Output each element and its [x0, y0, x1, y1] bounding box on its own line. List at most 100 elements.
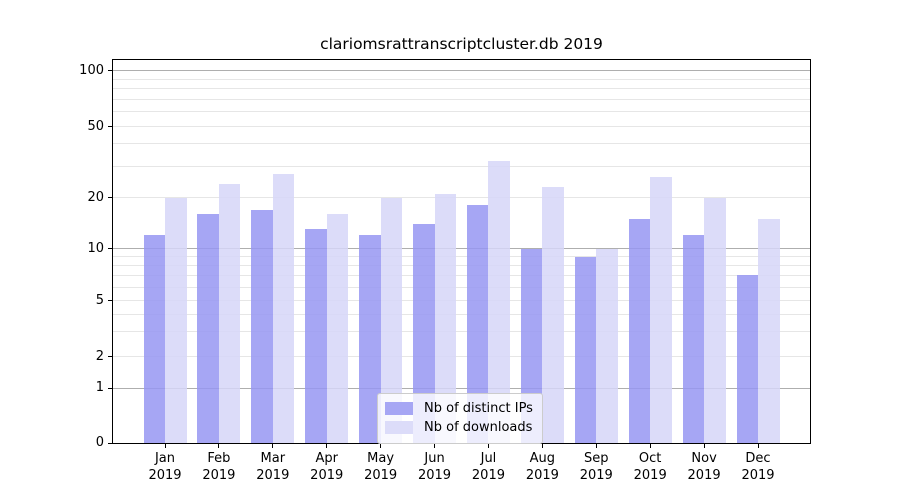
x-tick-text: Dec: [745, 451, 771, 466]
x-tick-text: Mar: [260, 451, 286, 466]
x-tick-label-jan: Jan 2019: [135, 450, 195, 484]
x-tick-label-dec: Dec 2019: [728, 450, 788, 484]
gridline-5: [113, 300, 810, 302]
y-tick-label-50: 50: [87, 118, 104, 134]
x-tick-mark-oct: [649, 444, 651, 448]
bar-downloads-sep: [596, 248, 618, 443]
x-tick-mark-aug: [541, 444, 543, 448]
y-tick-label-1: 1: [95, 380, 104, 396]
x-tick-text: Feb: [207, 451, 231, 466]
x-tick-text: 2019: [148, 468, 182, 483]
x-tick-text: Jan: [154, 451, 176, 466]
x-tick-text: Nov: [691, 451, 717, 466]
x-tick-text: Apr: [315, 451, 338, 466]
x-tick-text: Jul: [480, 451, 497, 466]
x-tick-text: Aug: [529, 451, 556, 466]
gridline-100: [113, 70, 810, 72]
legend-item-distinct-ips: Nb of distinct IPs: [385, 399, 533, 418]
bar-distinct-ips-nov: [682, 235, 705, 443]
x-tick-mark-feb: [218, 444, 220, 448]
bar-distinct-ips-apr: [305, 229, 327, 443]
bar-downloads-mar: [272, 174, 295, 443]
x-tick-text: Jun: [424, 451, 445, 466]
x-tick-text: 2019: [741, 468, 775, 483]
x-tick-label-feb: Feb 2019: [189, 450, 249, 484]
bar-distinct-ips-jan: [143, 235, 165, 443]
x-tick-text: 2019: [579, 468, 613, 483]
bar-distinct-ips-dec: [736, 275, 758, 443]
bar-downloads-jul: [488, 161, 510, 443]
gridline-4: [113, 313, 810, 315]
y-tick-label-0: 0: [95, 435, 104, 450]
x-tick-label-nov: Nov 2019: [674, 450, 734, 484]
gridline-60: [113, 111, 810, 113]
x-tick-mark-jun: [434, 444, 436, 448]
x-tick-text: May: [367, 451, 395, 466]
x-tick-text: 2019: [633, 468, 667, 483]
gridline-10: [113, 248, 810, 250]
y-tick-label-10: 10: [87, 240, 104, 256]
bar-downloads-oct: [650, 177, 672, 443]
legend: Nb of distinct IPs Nb of downloads: [377, 393, 543, 444]
y-tick-mark-50: [108, 126, 112, 128]
x-tick-label-mar: Mar 2019: [243, 450, 303, 484]
x-tick-label-may: May 2019: [351, 450, 411, 484]
x-tick-label-oct: Oct 2019: [620, 450, 680, 484]
x-tick-label-aug: Aug 2019: [512, 450, 572, 484]
x-tick-label-jul: Jul 2019: [458, 450, 518, 484]
x-tick-label-sep: Sep 2019: [566, 450, 626, 484]
x-tick-label-jun: Jun 2019: [405, 450, 465, 484]
x-tick-text: Oct: [638, 451, 662, 466]
bar-distinct-ips-sep: [574, 256, 597, 443]
bar-distinct-ips-oct: [628, 218, 651, 443]
x-tick-text: 2019: [525, 468, 559, 483]
x-tick-text: Sep: [584, 451, 609, 466]
gridline-30: [113, 165, 810, 167]
x-tick-mark-jan: [164, 444, 166, 448]
gridline-20: [113, 197, 810, 199]
x-tick-mark-nov: [703, 444, 705, 448]
x-tick-mark-apr: [326, 444, 328, 448]
bar-distinct-ips-jul: [466, 205, 489, 443]
gridline-90: [113, 78, 810, 80]
bar-downloads-aug: [542, 186, 564, 443]
bar-downloads-jan: [165, 197, 187, 443]
bar-distinct-ips-jun: [413, 223, 435, 443]
x-tick-mark-jul: [487, 444, 489, 448]
y-tick-mark-1: [108, 387, 112, 389]
x-tick-text: 2019: [471, 468, 505, 483]
bar-distinct-ips-mar: [251, 209, 273, 443]
y-tick-mark-20: [108, 197, 112, 199]
bar-downloads-apr: [326, 214, 349, 443]
bar-downloads-may: [380, 197, 403, 443]
y-tick-mark-100: [108, 70, 112, 72]
bar-distinct-ips-may: [359, 235, 381, 443]
bar-distinct-ips-feb: [197, 214, 219, 443]
x-tick-label-apr: Apr 2019: [297, 450, 357, 484]
legend-swatch-downloads-icon: [385, 421, 413, 434]
bar-downloads-nov: [704, 197, 726, 443]
y-tick-mark-2: [108, 356, 112, 358]
x-tick-mark-dec: [757, 444, 759, 448]
legend-item-downloads: Nb of downloads: [385, 418, 533, 437]
gridline-3: [113, 331, 810, 333]
bar-downloads-dec: [758, 218, 780, 443]
x-tick-mark-may: [380, 444, 382, 448]
y-tick-label-20: 20: [87, 189, 104, 205]
bar-downloads-jun: [434, 193, 457, 443]
gridline-50: [113, 126, 810, 128]
x-tick-text: 2019: [364, 468, 398, 483]
legend-swatch-distinct-ips-icon: [385, 402, 413, 415]
gridline-40: [113, 143, 810, 145]
x-tick-text: 2019: [202, 468, 236, 483]
x-tick-mark-mar: [272, 444, 274, 448]
y-tick-mark-0: [108, 442, 112, 444]
gridline-80: [113, 88, 810, 90]
x-tick-mark-sep: [595, 444, 597, 448]
bar-downloads-feb: [218, 183, 241, 443]
x-tick-text: 2019: [687, 468, 721, 483]
gridline-1: [113, 387, 810, 389]
y-tick-label-5: 5: [95, 292, 104, 308]
legend-label-downloads: Nb of downloads: [424, 420, 533, 435]
